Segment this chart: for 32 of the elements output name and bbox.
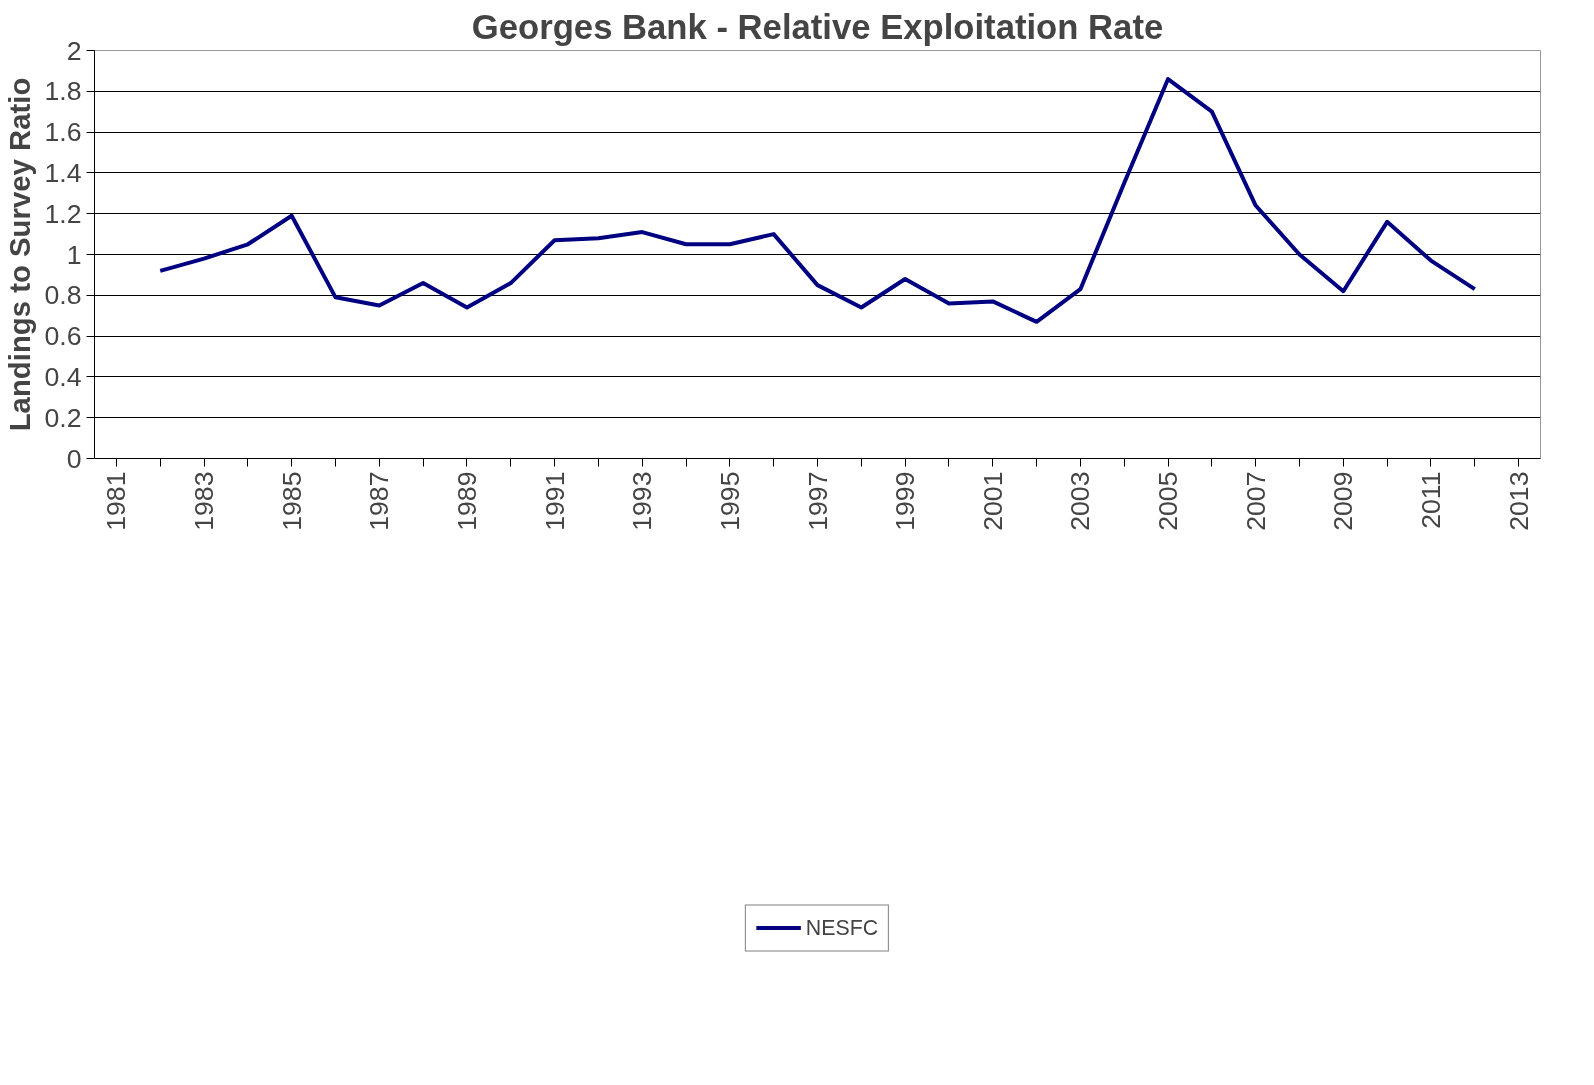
x-tick-label: 2007 bbox=[1240, 471, 1271, 531]
y-tick-label: 2 bbox=[66, 35, 82, 66]
x-tick-label: 2013 bbox=[1503, 471, 1534, 531]
x-tick-label: 1993 bbox=[627, 471, 658, 531]
y-axis-title: Landings to Survey Ratio bbox=[3, 77, 37, 432]
y-tick-label: 1.6 bbox=[44, 117, 82, 148]
x-tick-label: 1981 bbox=[101, 471, 132, 531]
x-tick-label: 1987 bbox=[364, 471, 395, 531]
legend-label: NESFC bbox=[805, 915, 879, 941]
x-tick-label: 1991 bbox=[539, 471, 570, 531]
x-tick-label: 1997 bbox=[802, 471, 833, 531]
chart-title: Georges Bank - Relative Exploitation Rate bbox=[471, 7, 1164, 46]
x-tick-label: 1983 bbox=[189, 471, 220, 531]
x-tick-label: 2011 bbox=[1415, 471, 1446, 529]
y-tick-label: 0.2 bbox=[44, 402, 82, 433]
line-series bbox=[158, 77, 1477, 324]
x-tick-label: 1989 bbox=[451, 471, 482, 531]
x-tick-label: 1995 bbox=[714, 471, 745, 531]
y-tick-label: 1.8 bbox=[44, 76, 82, 107]
x-tick-label: 1999 bbox=[890, 471, 921, 531]
y-tick-label: 1.4 bbox=[44, 157, 82, 188]
y-tick-label: 1 bbox=[66, 239, 82, 270]
x-tick-label: 1985 bbox=[276, 471, 307, 531]
y-tick-label: 0.6 bbox=[44, 321, 82, 352]
y-tick-label: 1.2 bbox=[44, 198, 82, 229]
x-tick-label: 2003 bbox=[1065, 471, 1096, 531]
x-tick-label: 2009 bbox=[1328, 471, 1359, 531]
y-tick-label: 0.8 bbox=[44, 280, 82, 311]
y-tick-label: 0 bbox=[66, 443, 82, 474]
x-tick-label: 2005 bbox=[1153, 471, 1184, 531]
x-tick-label: 2001 bbox=[977, 471, 1008, 531]
y-tick-label: 0.4 bbox=[44, 361, 82, 392]
